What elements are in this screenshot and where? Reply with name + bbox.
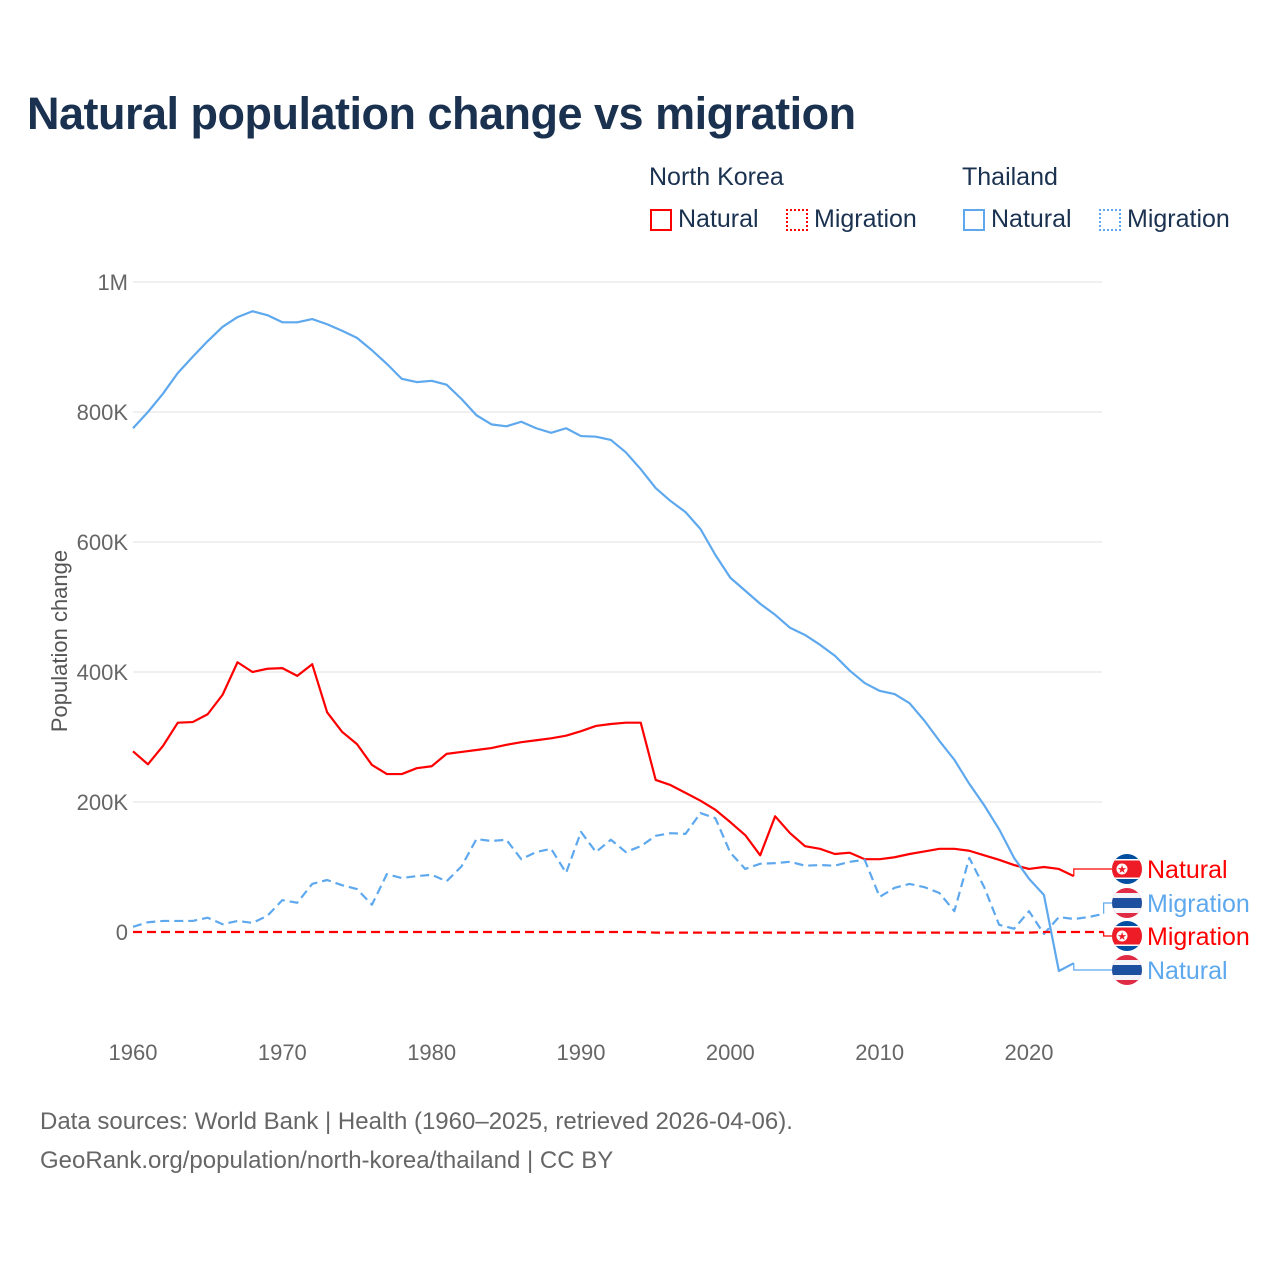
legend-group-north-korea: North Korea — [649, 163, 784, 191]
legend-swatch-solid — [963, 208, 985, 231]
legend-item-th-migration[interactable]: Migration — [1099, 205, 1230, 234]
legend-swatch-dotted — [786, 208, 808, 231]
flag-disc — [1116, 930, 1128, 942]
north-korea-flag-icon: ★ — [1112, 921, 1142, 951]
x-tick-label: 1980 — [407, 1040, 456, 1065]
end-label-connector — [1103, 902, 1112, 914]
footer-sources: Data sources: World Bank | Health (1960–… — [40, 1108, 793, 1135]
flag-body: ★ — [1112, 854, 1142, 884]
x-tick-label: 2020 — [1005, 1040, 1054, 1065]
legend-swatch-solid — [650, 208, 672, 231]
end-label-connector — [1073, 963, 1112, 971]
x-tick-label: 2010 — [855, 1040, 904, 1065]
legend-group-thailand: Thailand — [962, 163, 1058, 191]
series-line-thailand-natural — [132, 310, 1075, 973]
legend-label: Natural — [678, 205, 759, 233]
series-line-north-korea-natural — [132, 661, 1075, 878]
x-tick-label: 1970 — [258, 1040, 307, 1065]
y-tick-label: 800K — [77, 400, 129, 425]
north-korea-flag-icon: ★ — [1112, 854, 1142, 884]
thailand-flag-icon — [1112, 888, 1142, 918]
series-line-thailand-migration — [132, 811, 1104, 936]
y-tick-label: 1M — [97, 270, 128, 295]
flag-body: ★ — [1112, 921, 1142, 951]
end-label: Migration — [1147, 923, 1250, 951]
y-tick-label: 600K — [77, 530, 129, 555]
thailand-flag-icon — [1112, 955, 1142, 985]
legend-swatch-dotted — [1099, 208, 1121, 231]
flag-body — [1112, 888, 1142, 918]
end-label: Migration — [1147, 890, 1250, 918]
star-icon: ★ — [1117, 931, 1127, 943]
legend-label: Natural — [991, 205, 1072, 233]
flag-body — [1112, 955, 1142, 985]
x-tick-label: 2000 — [706, 1040, 755, 1065]
star-icon: ★ — [1117, 864, 1127, 876]
end-label-connector — [1103, 932, 1112, 937]
end-label-connector — [1073, 868, 1112, 877]
y-tick-label: 0 — [116, 920, 128, 945]
end-label: Natural — [1147, 957, 1228, 985]
end-label: Natural — [1147, 856, 1228, 884]
series-line-north-korea-migration — [133, 930, 1104, 934]
x-tick-label: 1990 — [557, 1040, 606, 1065]
legend-item-nk-migration[interactable]: Migration — [786, 205, 917, 234]
flag-stripe — [1112, 898, 1142, 908]
chart-title: Natural population change vs migration — [27, 88, 856, 139]
y-tick-label: 400K — [77, 660, 129, 685]
flag-disc — [1116, 863, 1128, 875]
legend-label: Migration — [814, 205, 917, 233]
legend-label: Migration — [1127, 205, 1230, 233]
footer-attribution: GeoRank.org/population/north-korea/thail… — [40, 1147, 614, 1174]
x-tick-label: 1960 — [109, 1040, 158, 1065]
flag-stripe — [1112, 965, 1142, 975]
y-tick-label: 200K — [77, 790, 129, 815]
legend-item-nk-natural[interactable]: Natural — [650, 205, 759, 234]
legend-item-th-natural[interactable]: Natural — [963, 205, 1072, 234]
